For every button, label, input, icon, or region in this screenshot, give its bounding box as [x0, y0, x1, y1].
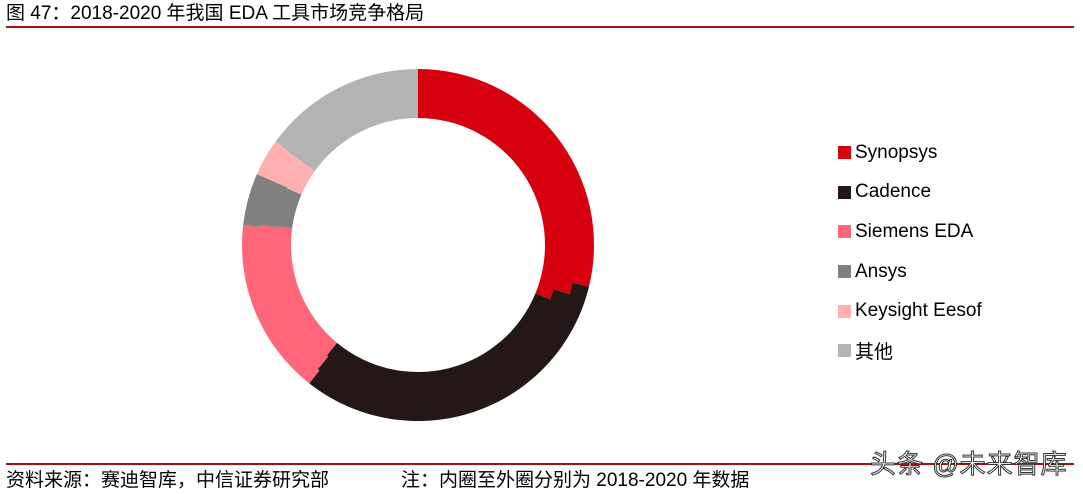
legend-label: 其他: [855, 342, 894, 364]
legend-label: Synopsys: [855, 141, 938, 163]
chart-legend: Synopsys Cadence Siemens EDA Ansys Keysi…: [838, 133, 982, 371]
legend-item-siemens-eda: Siemens EDA: [838, 212, 982, 252]
ring-2020-segment-synopsys: [418, 69, 595, 287]
title-divider: [6, 26, 1074, 28]
legend-item-synopsys: Synopsys: [838, 133, 982, 173]
ring-2018-segment-keysight-eesof: [286, 161, 315, 195]
ring-2019-segment-siemens-eda: [258, 224, 329, 370]
ring-2018-segment-其他: [301, 101, 418, 171]
legend-swatch-synopsys: [838, 146, 851, 160]
legend-item-cadence: Cadence: [838, 173, 982, 213]
ring-2020-segment-cadence: [309, 282, 590, 421]
donut-rings: [242, 69, 595, 421]
source-note: 资料来源：赛迪智库，中信证券研究部: [6, 470, 330, 491]
ring-2018-segment-cadence: [326, 293, 551, 389]
ring-2018-segment-ansys: [275, 188, 302, 229]
legend-label: Cadence: [855, 181, 932, 203]
ring-2019-segment-ansys: [259, 180, 288, 228]
ring-2019-segment-cadence: [317, 289, 571, 405]
ring-note: 注：内圈至外圈分别为 2018-2020 年数据: [401, 470, 750, 491]
legend-swatch-ansys: [838, 265, 851, 279]
legend-swatch-keysight-eesof: [838, 304, 851, 318]
figure-title: 图 47：2018-2020 年我国 EDA 工具市场竞争格局: [6, 3, 425, 24]
ring-2020-segment-siemens-eda: [242, 225, 320, 384]
ring-2018-segment-siemens-eda: [274, 226, 338, 356]
legend-label: Ansys: [855, 260, 907, 282]
watermark: 头条 @未来智库: [870, 449, 1068, 480]
legend-swatch-other: [838, 344, 851, 358]
ring-2020-segment-其他: [275, 69, 418, 152]
ring-2019-segment-其他: [287, 85, 418, 162]
legend-item-keysight-eesof: Keysight Eesof: [838, 291, 982, 331]
legend-item-other: 其他: [838, 331, 982, 371]
ring-2018-segment-synopsys: [418, 101, 562, 300]
ring-2020-segment-keysight-eesof: [256, 141, 289, 181]
ring-2019-segment-keysight-eesof: [271, 151, 302, 188]
legend-label: Keysight Eesof: [855, 300, 982, 322]
ring-2020-segment-ansys: [243, 174, 273, 227]
legend-swatch-cadence: [838, 185, 851, 199]
legend-swatch-siemens-eda: [838, 225, 851, 239]
legend-item-ansys: Ansys: [838, 252, 982, 292]
footer-divider: [6, 463, 1074, 465]
legend-label: Siemens EDA: [855, 220, 974, 242]
ring-2019-segment-synopsys: [418, 85, 578, 295]
